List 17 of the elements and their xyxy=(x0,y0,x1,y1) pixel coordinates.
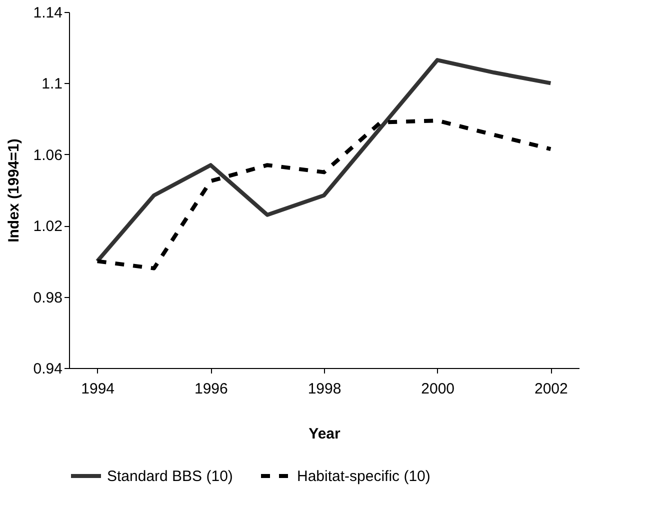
x-tick-label: 1998 xyxy=(308,380,342,398)
y-tick-label: 1.06 xyxy=(33,146,62,164)
y-tick-label: 0.98 xyxy=(33,289,62,306)
legend-label: Standard BBS (10) xyxy=(107,468,233,485)
y-axis-title: Index (1994=1) xyxy=(5,138,22,242)
y-tick-label: 1.1 xyxy=(42,76,62,93)
x-tick-label: 2000 xyxy=(421,380,455,398)
y-tick-label: 1.14 xyxy=(33,4,62,22)
x-tick-label: 1994 xyxy=(81,380,115,398)
x-axis-title: Year xyxy=(308,426,341,442)
x-tick-label: 2002 xyxy=(534,380,568,398)
x-tick-label: 1996 xyxy=(194,380,228,398)
y-tick-label: 1.02 xyxy=(33,218,62,236)
line-series xyxy=(95,118,553,270)
y-tick-label: 0.94 xyxy=(33,360,62,378)
line-series xyxy=(95,58,553,264)
legend-label: Habitat-specific (10) xyxy=(297,468,430,485)
